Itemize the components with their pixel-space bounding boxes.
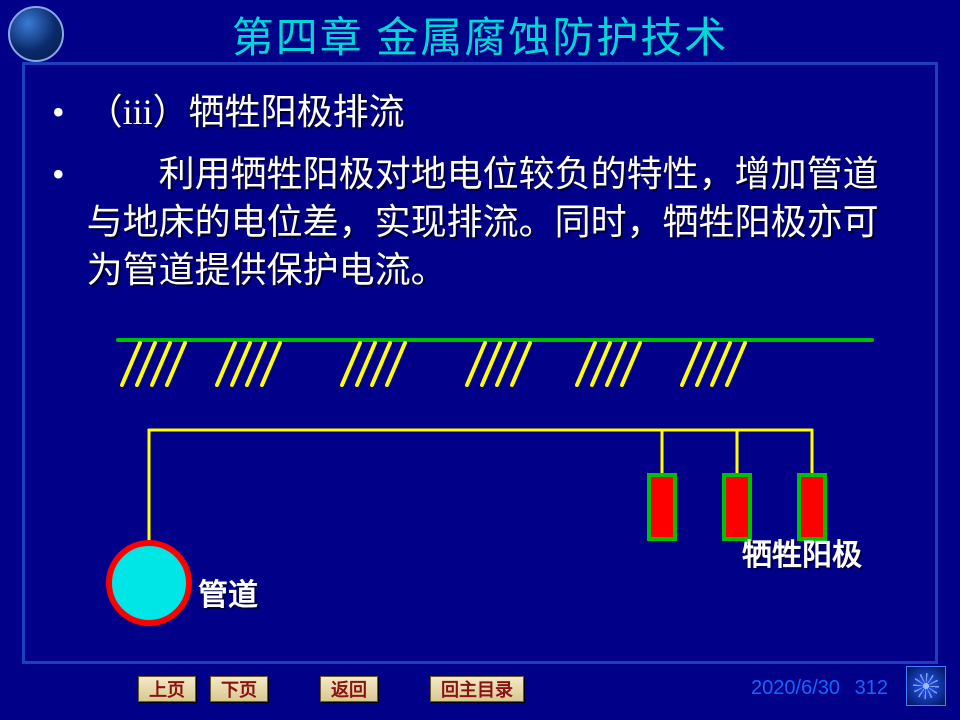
anode-label: 牺牲阳极	[742, 530, 862, 574]
chapter-title: 第四章 金属腐蚀防护技术	[0, 4, 960, 65]
content-area: • （iii）牺牲阳极排流 • 利用牺牲阳极对地电位较负的特性，增加管道与地床的…	[48, 88, 912, 302]
frame-bottom	[22, 661, 938, 664]
bullet-text: 利用牺牲阳极对地电位较负的特性，增加管道与地床的电位差，实现排流。同时，牺牲阳极…	[87, 150, 912, 294]
decorative-corner-icon	[906, 666, 946, 706]
bullet-dot-icon: •	[52, 150, 65, 198]
back-button[interactable]: 返回	[320, 676, 378, 702]
prev-page-button[interactable]: 上页	[138, 676, 196, 702]
next-page-button[interactable]: 下页	[210, 676, 268, 702]
bullet-item: • （iii）牺牲阳极排流	[48, 88, 912, 136]
footer-page-number: 312	[855, 677, 888, 700]
nav-bar: 上页 下页 返回 回主目录	[138, 676, 524, 702]
pipe-label: 管道	[198, 570, 258, 614]
bullet-text: （iii）牺牲阳极排流	[87, 88, 405, 136]
bullet-dot-icon: •	[52, 88, 65, 136]
home-button[interactable]: 回主目录	[430, 676, 524, 702]
footer-date: 2020/6/30	[751, 677, 840, 700]
circuit-diagram	[0, 330, 960, 640]
bullet-item: • 利用牺牲阳极对地电位较负的特性，增加管道与地床的电位差，实现排流。同时，牺牲…	[48, 150, 912, 294]
